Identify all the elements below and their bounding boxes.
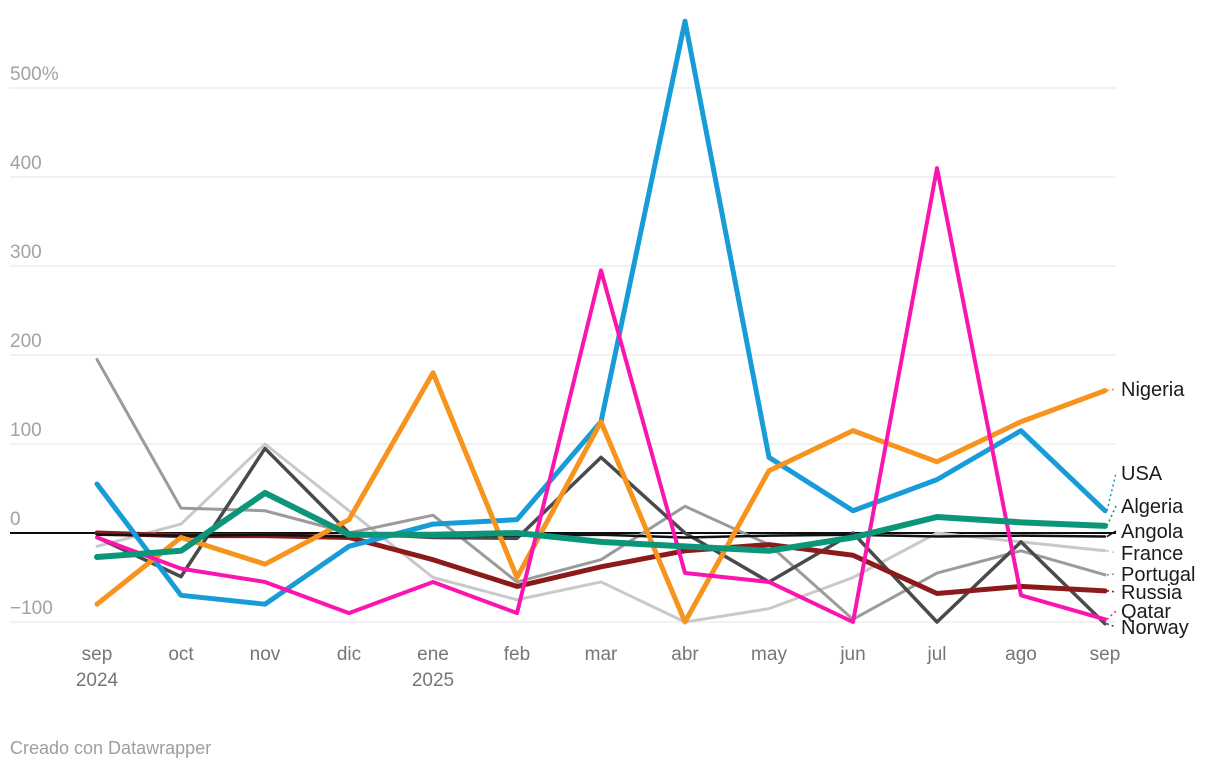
- series-line-portugal: [95, 357, 1107, 621]
- x-axis-month-label: jul: [926, 644, 946, 665]
- y-axis-tick-label: 200: [10, 331, 42, 352]
- series-label-usa: USA: [1121, 463, 1163, 485]
- x-axis-month-label: ago: [1005, 644, 1037, 665]
- label-leader-nigeria: [1106, 388, 1117, 392]
- series-label-angola: Angola: [1121, 521, 1184, 543]
- series-line-norway: [95, 446, 1107, 626]
- x-axis-month-label: sep: [82, 644, 113, 665]
- x-axis-year-label: 2025: [412, 670, 454, 691]
- x-axis-month-label: mar: [585, 644, 618, 665]
- x-axis-month-label: sep: [1090, 644, 1121, 665]
- x-axis-year-label: 2024: [76, 670, 119, 691]
- datawrapper-credit: Creado con Datawrapper: [10, 738, 212, 758]
- x-axis-month-label: ene: [417, 644, 449, 665]
- label-leader-portugal: [1106, 573, 1117, 576]
- series-label-algeria: Algeria: [1121, 496, 1184, 518]
- y-axis-tick-label: 300: [10, 242, 42, 263]
- x-axis-month-label: feb: [504, 644, 530, 665]
- series-label-portugal: Portugal: [1121, 564, 1196, 586]
- series-line-algeria: [94, 489, 1108, 561]
- x-axis-month-label: dic: [337, 644, 361, 665]
- x-axis-month-label: jun: [839, 644, 865, 665]
- label-leader-qatar: [1106, 610, 1117, 620]
- y-axis-tick-label: −100: [10, 598, 53, 619]
- series-line-qatar: [95, 166, 1107, 624]
- label-leader-norway: [1106, 623, 1117, 628]
- y-axis-tick-label: 400: [10, 153, 42, 174]
- series-line-nigeria: [94, 370, 1108, 625]
- label-leader-angola: [1106, 530, 1117, 538]
- x-axis-month-label: may: [751, 644, 787, 665]
- series-line-france: [95, 442, 1107, 624]
- x-axis-month-label: oct: [168, 644, 194, 665]
- line-chart-canvas: 500% 400 300 200 100 0 −100 sep oct nov dic ene feb m…: [10, 18, 1196, 691]
- series-label-norway: Norway: [1121, 617, 1189, 639]
- x-axis-month-label: abr: [671, 644, 699, 665]
- series-label-nigeria: Nigeria: [1121, 379, 1185, 401]
- series-line-angola: [95, 533, 1107, 539]
- label-leader-france: [1106, 550, 1117, 554]
- label-leader-usa: [1106, 472, 1117, 511]
- y-axis-tick-label: 500%: [10, 64, 59, 85]
- series-label-qatar: Qatar: [1121, 601, 1171, 623]
- y-axis-tick-label: 100: [10, 420, 42, 441]
- label-leader-algeria: [1106, 505, 1117, 527]
- label-leader-russia: [1106, 590, 1117, 593]
- y-axis-tick-label: 0: [10, 509, 21, 530]
- x-axis-month-label: nov: [250, 644, 281, 665]
- series-label-france: France: [1121, 543, 1183, 565]
- series-label-russia: Russia: [1121, 582, 1183, 604]
